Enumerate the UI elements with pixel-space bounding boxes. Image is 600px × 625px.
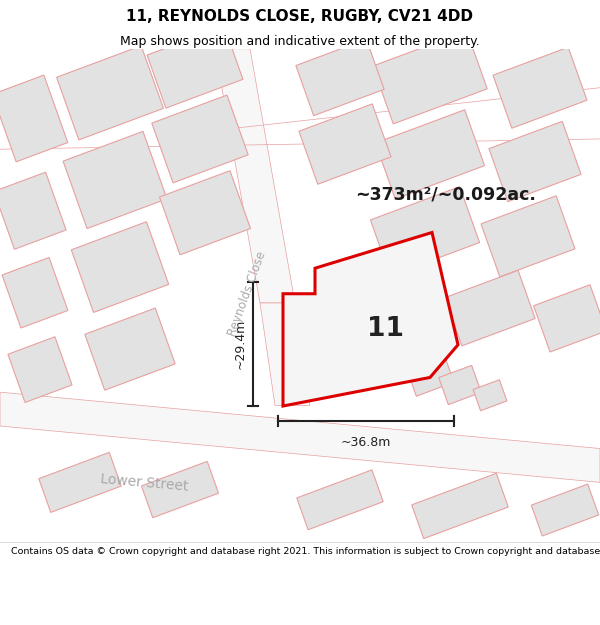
Polygon shape	[299, 104, 391, 184]
Polygon shape	[8, 337, 72, 402]
Polygon shape	[296, 39, 384, 116]
Polygon shape	[481, 196, 575, 277]
Polygon shape	[85, 308, 175, 390]
Polygon shape	[373, 31, 487, 124]
Polygon shape	[473, 380, 507, 411]
Polygon shape	[260, 303, 310, 406]
Polygon shape	[533, 285, 600, 352]
Polygon shape	[489, 121, 581, 202]
Polygon shape	[39, 452, 121, 512]
Text: ~36.8m: ~36.8m	[341, 436, 391, 449]
Text: 11, REYNOLDS CLOSE, RUGBY, CV21 4DD: 11, REYNOLDS CLOSE, RUGBY, CV21 4DD	[127, 9, 473, 24]
Polygon shape	[56, 46, 163, 140]
Text: Map shows position and indicative extent of the property.: Map shows position and indicative extent…	[120, 35, 480, 48]
Polygon shape	[63, 131, 167, 229]
Text: Contains OS data © Crown copyright and database right 2021. This information is : Contains OS data © Crown copyright and d…	[11, 548, 600, 556]
Polygon shape	[370, 187, 479, 276]
Polygon shape	[0, 392, 600, 482]
Polygon shape	[71, 222, 169, 312]
Polygon shape	[2, 258, 68, 328]
Polygon shape	[297, 470, 383, 530]
Polygon shape	[142, 461, 218, 518]
Polygon shape	[0, 172, 66, 249]
Polygon shape	[406, 353, 454, 396]
Polygon shape	[532, 484, 599, 536]
Text: Reynolds Close: Reynolds Close	[226, 249, 268, 338]
Polygon shape	[215, 49, 295, 303]
Polygon shape	[152, 95, 248, 183]
Polygon shape	[493, 48, 587, 128]
Text: Lower Street: Lower Street	[100, 472, 189, 493]
Text: ~29.4m: ~29.4m	[234, 319, 247, 369]
Polygon shape	[283, 232, 458, 406]
Polygon shape	[0, 75, 68, 162]
Polygon shape	[376, 110, 485, 199]
Polygon shape	[412, 473, 508, 539]
Text: ~373m²/~0.092ac.: ~373m²/~0.092ac.	[355, 186, 536, 204]
Polygon shape	[439, 366, 481, 404]
Polygon shape	[147, 26, 243, 108]
Polygon shape	[445, 271, 535, 346]
Text: 11: 11	[367, 316, 404, 342]
Polygon shape	[160, 171, 250, 255]
